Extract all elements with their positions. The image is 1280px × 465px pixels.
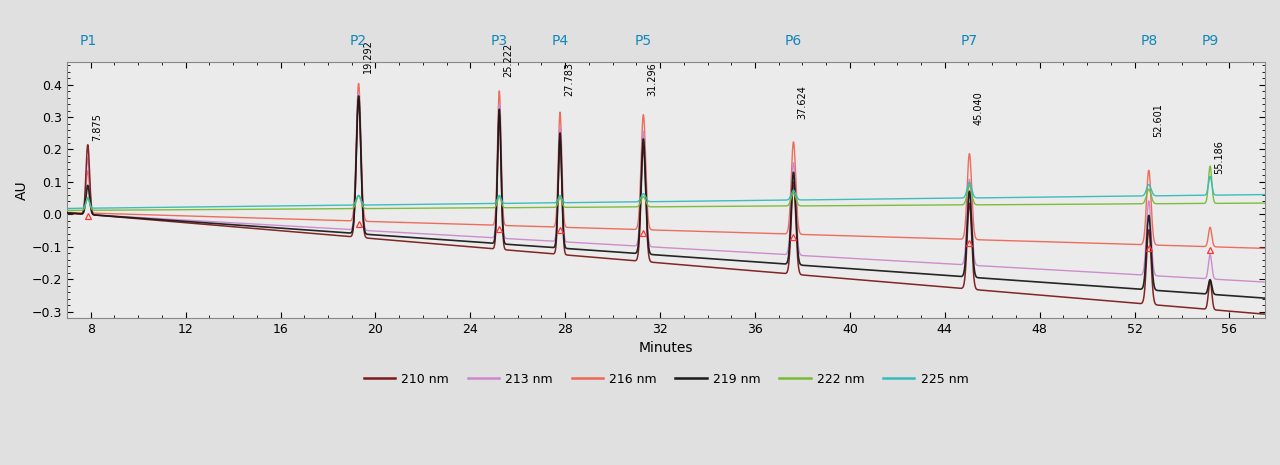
Y-axis label: AU: AU (15, 180, 29, 200)
Text: P2: P2 (349, 34, 367, 48)
Text: 31.296: 31.296 (648, 62, 658, 96)
Text: P4: P4 (552, 34, 568, 48)
Legend: 210 nm, 213 nm, 216 nm, 219 nm, 222 nm, 225 nm: 210 nm, 213 nm, 216 nm, 219 nm, 222 nm, … (358, 368, 973, 391)
Text: P9: P9 (1202, 34, 1219, 48)
Text: 45.040: 45.040 (974, 92, 984, 125)
Text: 52.601: 52.601 (1153, 103, 1164, 137)
Text: P6: P6 (785, 34, 803, 48)
Text: P5: P5 (635, 34, 652, 48)
Text: 37.624: 37.624 (797, 85, 808, 119)
Text: P3: P3 (490, 34, 508, 48)
Text: 19.292: 19.292 (364, 40, 372, 73)
Text: 27.783: 27.783 (564, 62, 575, 96)
Text: P1: P1 (79, 34, 96, 48)
Text: 55.186: 55.186 (1215, 140, 1225, 174)
Text: P7: P7 (961, 34, 978, 48)
Text: 7.875: 7.875 (92, 113, 102, 141)
Text: P8: P8 (1140, 34, 1157, 48)
Text: 25.222: 25.222 (503, 42, 513, 77)
X-axis label: Minutes: Minutes (639, 341, 694, 355)
